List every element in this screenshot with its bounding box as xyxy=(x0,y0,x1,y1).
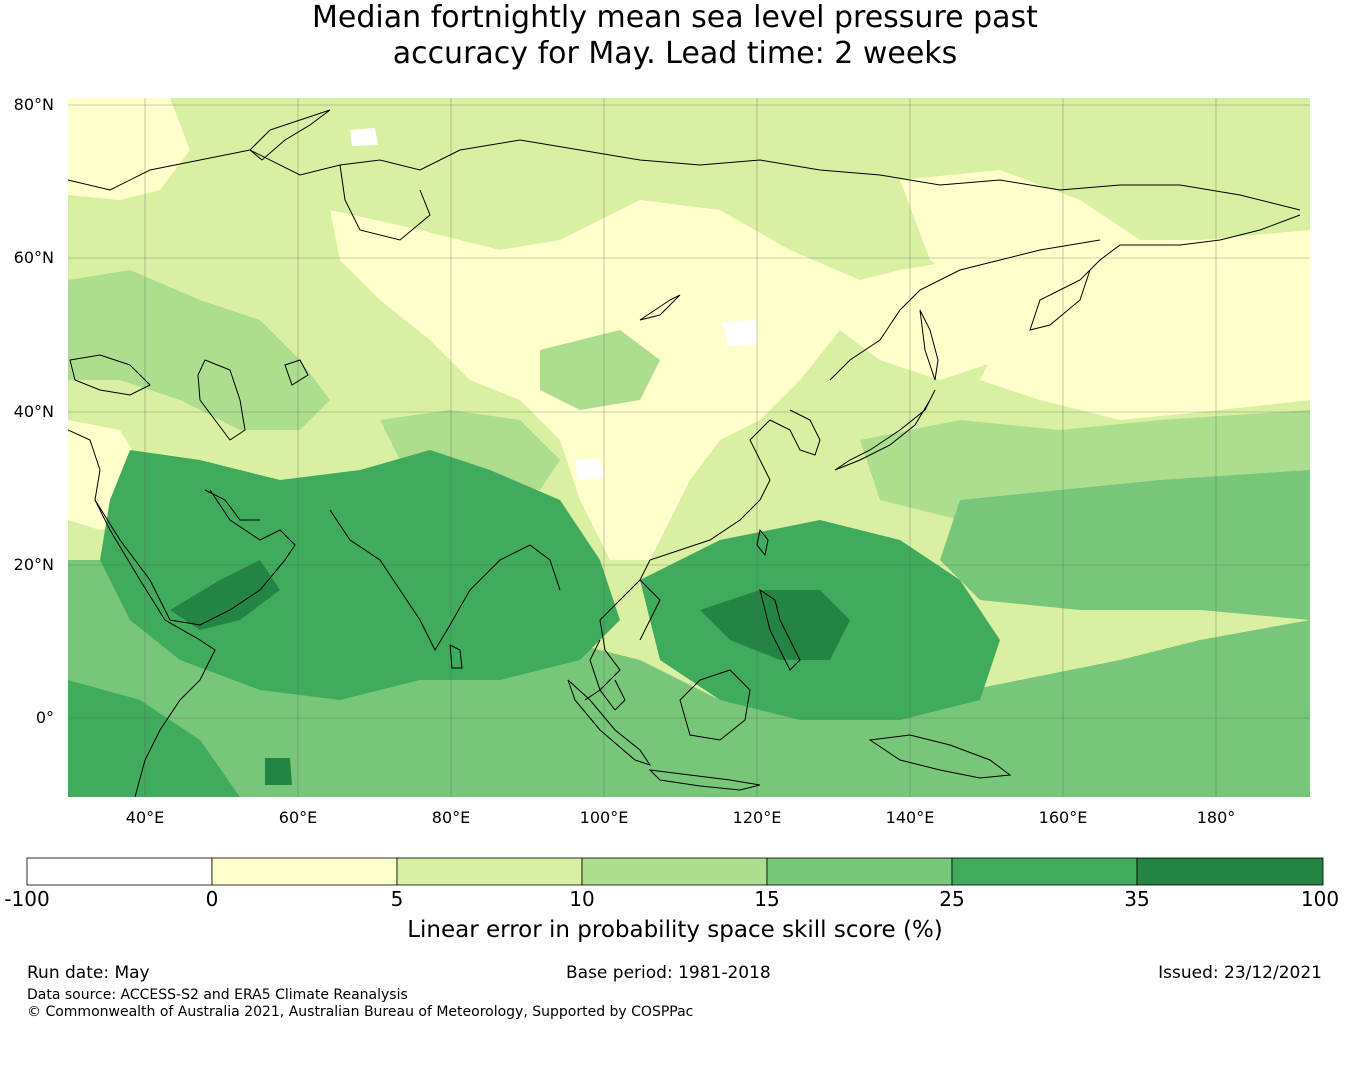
colorbar-tick-neg100: -100 xyxy=(4,887,50,911)
lat-label-80n: 80°N xyxy=(14,95,54,114)
colorbar-segment-5-10 xyxy=(396,857,583,886)
lon-label-80e: 80°E xyxy=(432,808,470,827)
copyright: © Commonwealth of Australia 2021, Austra… xyxy=(27,1004,694,1020)
coastline-sakhalin xyxy=(919,309,939,381)
run-date: Run date: May xyxy=(27,963,150,983)
coastline-malay xyxy=(589,639,626,711)
field-region-15-25-eastpac xyxy=(940,470,1310,620)
coastline-gulf xyxy=(204,489,260,521)
coastline-arctic xyxy=(68,139,1301,211)
field-region-0-5-north xyxy=(68,98,190,200)
field-region-35-100-arabia xyxy=(170,560,280,630)
colorbar-tick-0: 0 xyxy=(205,887,219,911)
colorbar-tick-15: 15 xyxy=(754,887,780,911)
coastline-philippines xyxy=(759,588,801,671)
field-region-25-35-south-asia xyxy=(100,450,620,700)
field-region-35-100-indian xyxy=(265,758,292,785)
field-region-10-15-west xyxy=(68,270,330,430)
field-region-negative-china xyxy=(575,458,604,480)
colorbar xyxy=(26,857,1324,886)
lat-label-60n: 60°N xyxy=(14,248,54,267)
chart-title: Median fortnightly mean sea level pressu… xyxy=(0,0,1350,72)
lat-label-20n: 20°N xyxy=(14,555,54,574)
coastline-korea xyxy=(769,409,821,456)
title-line-2: accuracy for May. Lead time: 2 weeks xyxy=(392,36,958,71)
coastline-caspian xyxy=(197,359,246,441)
coastline-java xyxy=(648,769,761,791)
coastline-yamal xyxy=(339,164,431,241)
field-region-10-15-mongolia xyxy=(540,330,660,410)
coastline-sumatra xyxy=(567,679,652,766)
coastline-borneo xyxy=(679,669,751,741)
field-region-35-100-philippines xyxy=(700,590,850,660)
coastline-baikal xyxy=(639,294,681,321)
field-region-25-35-africa-south xyxy=(68,680,240,797)
coastline-taiwan xyxy=(756,528,769,557)
lon-label-60e: 60°E xyxy=(279,808,317,827)
lon-label-120e: 120°E xyxy=(733,808,782,827)
lon-label-40e: 40°E xyxy=(126,808,164,827)
coastline-pacific-north xyxy=(1029,214,1301,331)
base-period: Base period: 1981-2018 xyxy=(566,963,771,983)
colorbar-segment-neg100-0 xyxy=(26,857,213,886)
title-line-1: Median fortnightly mean sea level pressu… xyxy=(312,0,1038,35)
colorbar-tick-35: 35 xyxy=(1124,887,1150,911)
coastline-africa-east xyxy=(94,499,216,797)
coastline-new-guinea xyxy=(868,734,1012,779)
issued-date: Issued: 23/12/2021 xyxy=(1158,963,1322,983)
colorbar-tick-5: 5 xyxy=(390,887,404,911)
lon-label-160e: 160°E xyxy=(1039,808,1088,827)
lon-label-180: 180° xyxy=(1197,808,1236,827)
coastlines xyxy=(68,109,1301,797)
lat-label-0: 0° xyxy=(36,708,54,727)
colorbar-tick-100: 100 xyxy=(1300,887,1340,911)
coastline-japan xyxy=(834,389,936,471)
map-field xyxy=(68,98,1310,797)
coastline-black-sea xyxy=(69,354,151,396)
colorbar-tick-25: 25 xyxy=(939,887,965,911)
coastline-aral xyxy=(284,359,309,386)
field-region-15-25-tropics xyxy=(68,560,1310,797)
colorbar-tick-10: 10 xyxy=(569,887,595,911)
coastline-mediterranean xyxy=(68,429,101,501)
colorbar-segment-10-15 xyxy=(581,857,768,886)
coastline-srilanka xyxy=(449,644,463,669)
field-region-negative-mongolia xyxy=(722,320,758,346)
colorbar-segment-35-100 xyxy=(1136,857,1324,886)
coastline-india xyxy=(329,509,561,652)
coastline-novaya-zemlya xyxy=(249,109,331,161)
field-region-0-5-northeast xyxy=(900,170,1310,420)
field-region-10-15-tibet xyxy=(380,410,560,490)
lat-label-40n: 40°N xyxy=(14,402,54,421)
field-region-negative-arctic xyxy=(350,128,378,146)
coastline-china-east xyxy=(639,419,771,641)
colorbar-segment-25-35 xyxy=(951,857,1138,886)
coastline-arabia xyxy=(94,489,296,626)
lon-label-100e: 100°E xyxy=(580,808,629,827)
gridlines xyxy=(68,98,1310,797)
colorbar-segment-0-5 xyxy=(211,857,398,886)
colorbar-segment-15-25 xyxy=(766,857,953,886)
field-region-0-5-central xyxy=(330,200,1040,560)
lon-label-140e: 140°E xyxy=(886,808,935,827)
data-source: Data source: ACCESS-S2 and ERA5 Climate … xyxy=(27,987,408,1003)
colorbar-title: Linear error in probability space skill … xyxy=(407,917,943,943)
coastline-okhotsk xyxy=(829,239,1101,381)
